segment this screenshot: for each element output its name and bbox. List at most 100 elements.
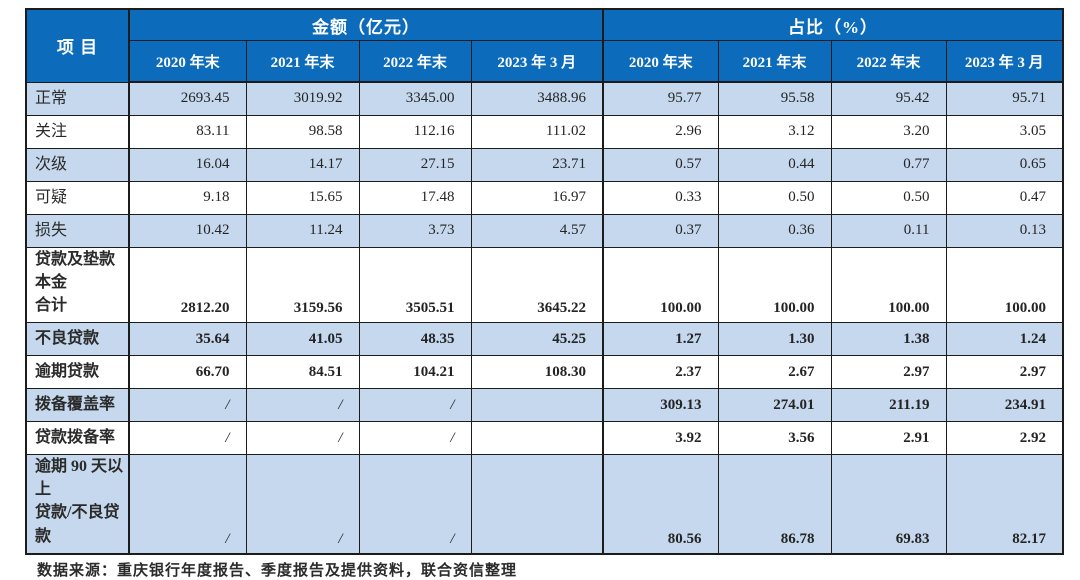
row-label: 逾期贷款 [25, 355, 130, 390]
table-row-doubtful: 可疑 9.18 15.65 17.48 16.97 0.33 0.50 0.50… [25, 180, 1064, 215]
amount-cell: 2693.45 [128, 81, 247, 116]
amount-cell: 3505.51 [358, 246, 472, 324]
ratio-cell: 0.57 [602, 147, 719, 182]
ratio-cell: 3.20 [830, 114, 947, 149]
amount-cell: 27.15 [358, 147, 472, 182]
amount-cell: 111.02 [470, 114, 604, 149]
amount-cell: 66.70 [128, 355, 247, 390]
row-label: 贷款及垫款本金 合计 [25, 246, 130, 324]
group-header-row: 项 目 金额（亿元） 占比（%） [25, 8, 1064, 83]
ratio-cell: 100.00 [602, 246, 719, 324]
amount-cell: / [128, 388, 247, 423]
ratio-cell: 2.92 [945, 421, 1064, 456]
year-header: 2021 年末 [245, 40, 360, 83]
table-row-loss: 损失 10.42 11.24 3.73 4.57 0.37 0.36 0.11 … [25, 213, 1064, 248]
amount-cell: / [358, 454, 472, 555]
amount-cell: / [128, 454, 247, 555]
amount-cell-empty [470, 454, 604, 555]
amount-cell: 84.51 [245, 355, 360, 390]
ratio-cell: 95.42 [830, 81, 947, 116]
amount-cell: 16.97 [470, 180, 604, 215]
year-header: 2020 年末 [602, 40, 719, 83]
ratio-cell: 3.05 [945, 114, 1064, 149]
amount-cell: / [245, 421, 360, 456]
year-header: 2023 年 3 月 [945, 40, 1064, 83]
row-label: 正常 [25, 81, 130, 116]
table-row-overdue90-to-npl: 逾期 90 天以上 贷款/不良贷款 / / / 80.56 86.78 69.8… [25, 454, 1064, 555]
ratio-cell: 2.67 [717, 355, 832, 390]
table-row-special-mention: 关注 83.11 98.58 112.16 111.02 2.96 3.12 3… [25, 114, 1064, 149]
amount-cell-empty [470, 421, 604, 456]
amount-cell: 3645.22 [470, 246, 604, 324]
amount-cell-empty [470, 388, 604, 423]
ratio-cell: 1.30 [717, 322, 832, 357]
row-label: 次级 [25, 147, 130, 182]
ratio-cell: 0.44 [717, 147, 832, 182]
ratio-cell: 82.17 [945, 454, 1064, 555]
amount-cell: 3345.00 [358, 81, 472, 116]
amount-cell: 17.48 [358, 180, 472, 215]
table-row-substandard: 次级 16.04 14.17 27.15 23.71 0.57 0.44 0.7… [25, 147, 1064, 182]
amount-cell: 83.11 [128, 114, 247, 149]
ratio-cell: 0.11 [830, 213, 947, 248]
row-label: 关注 [25, 114, 130, 149]
ratio-cell: 0.33 [602, 180, 719, 215]
ratio-cell: 2.37 [602, 355, 719, 390]
ratio-cell: 2.91 [830, 421, 947, 456]
ratio-cell: 100.00 [830, 246, 947, 324]
year-header: 2022 年末 [358, 40, 472, 83]
amount-cell: 3159.56 [245, 246, 360, 324]
ratio-cell: 86.78 [717, 454, 832, 555]
row-label: 损失 [25, 213, 130, 248]
year-header: 2023 年 3 月 [470, 40, 604, 83]
loan-classification-table: 项 目 金额（亿元） 占比（%） 2020 年末 2021 年末 2022 年末… [25, 8, 1064, 555]
group-header-amount: 金额（亿元） [128, 8, 604, 41]
amount-cell: / [128, 421, 247, 456]
row-label: 拨备覆盖率 [25, 388, 130, 423]
amount-cell: 4.57 [470, 213, 604, 248]
ratio-cell: 2.96 [602, 114, 719, 149]
amount-cell: 10.42 [128, 213, 247, 248]
amount-cell: 48.35 [358, 322, 472, 357]
ratio-cell: 3.56 [717, 421, 832, 456]
year-header: 2022 年末 [830, 40, 947, 83]
ratio-cell: 80.56 [602, 454, 719, 555]
ratio-cell: 100.00 [717, 246, 832, 324]
amount-cell: / [245, 388, 360, 423]
amount-cell: 3488.96 [470, 81, 604, 116]
ratio-cell: 69.83 [830, 454, 947, 555]
table-row-npl: 不良贷款 35.64 41.05 48.35 45.25 1.27 1.30 1… [25, 322, 1064, 357]
ratio-cell: 2.97 [830, 355, 947, 390]
amount-cell: / [358, 421, 472, 456]
ratio-cell: 95.77 [602, 81, 719, 116]
data-source-note: 数据来源：重庆银行年度报告、季度报告及提供资料，联合资信整理 [37, 562, 518, 579]
corner-header-item: 项 目 [25, 8, 130, 83]
amount-cell: 3019.92 [245, 81, 360, 116]
amount-cell: 3.73 [358, 213, 472, 248]
amount-cell: 108.30 [470, 355, 604, 390]
year-header: 2021 年末 [717, 40, 832, 83]
ratio-cell: 274.01 [717, 388, 832, 423]
ratio-cell: 95.71 [945, 81, 1064, 116]
ratio-cell: 1.24 [945, 322, 1064, 357]
row-label: 可疑 [25, 180, 130, 215]
ratio-cell: 2.97 [945, 355, 1064, 390]
table-row-provision-coverage: 拨备覆盖率 / / / 309.13 274.01 211.19 234.91 [25, 388, 1064, 423]
row-label: 不良贷款 [25, 322, 130, 357]
ratio-cell: 309.13 [602, 388, 719, 423]
ratio-cell: 0.13 [945, 213, 1064, 248]
amount-cell: 45.25 [470, 322, 604, 357]
amount-cell: 41.05 [245, 322, 360, 357]
amount-cell: 2812.20 [128, 246, 247, 324]
table-row-normal: 正常 2693.45 3019.92 3345.00 3488.96 95.77… [25, 81, 1064, 116]
row-label: 逾期 90 天以上 贷款/不良贷款 [25, 454, 130, 555]
amount-cell: 14.17 [245, 147, 360, 182]
amount-cell: 112.16 [358, 114, 472, 149]
amount-cell: 23.71 [470, 147, 604, 182]
ratio-cell: 1.27 [602, 322, 719, 357]
ratio-cell: 3.12 [717, 114, 832, 149]
amount-cell: 35.64 [128, 322, 247, 357]
ratio-cell: 100.00 [945, 246, 1064, 324]
ratio-cell: 0.65 [945, 147, 1064, 182]
ratio-cell: 0.50 [717, 180, 832, 215]
